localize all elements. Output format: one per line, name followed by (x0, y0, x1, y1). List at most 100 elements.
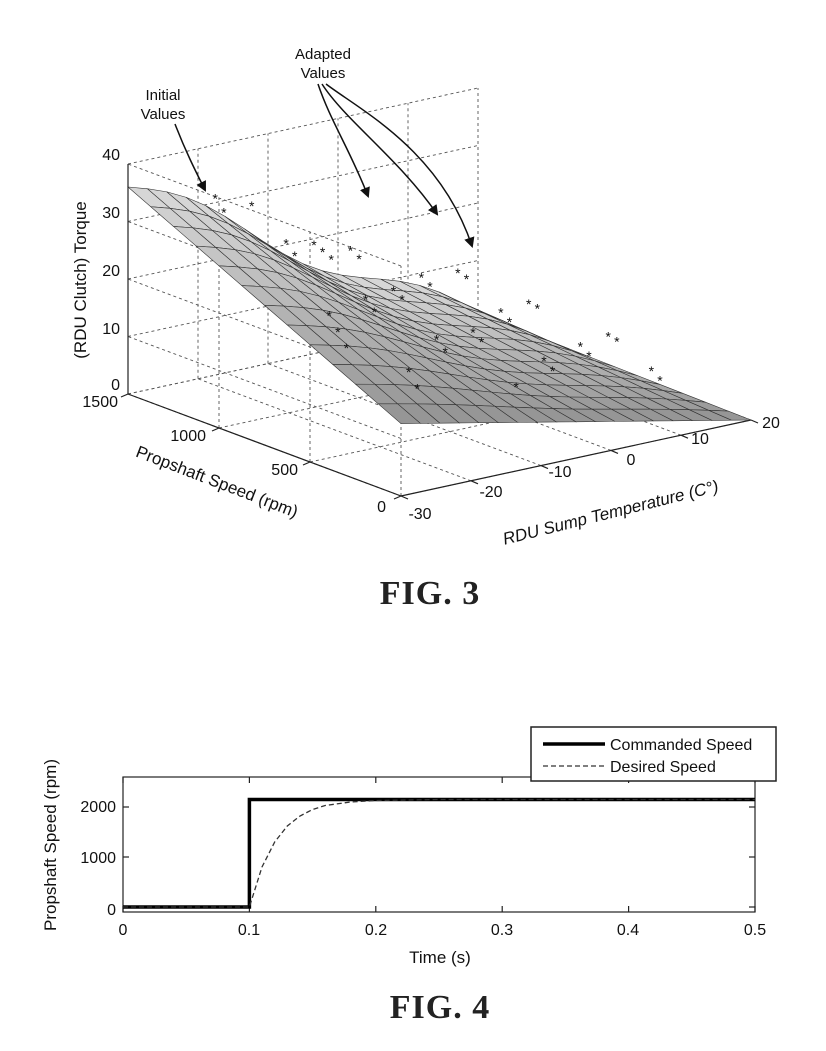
scatter-marker: * (419, 269, 425, 285)
legend-label-commanded: Commanded Speed (610, 737, 752, 754)
scatter-marker: * (464, 271, 470, 287)
scatter-marker: * (470, 325, 476, 341)
z-axis-label: (RDU Clutch) Torque (71, 201, 90, 358)
scatter-marker: * (535, 300, 541, 316)
scatter-marker: * (415, 380, 421, 396)
scatter-marker: * (372, 304, 378, 320)
x-tick-label: -30 (408, 506, 431, 523)
y-tick-label: 500 (271, 462, 298, 479)
scatter-marker: * (212, 190, 218, 206)
x-axis-label: RDU Sump Temperature (C°) (501, 477, 721, 549)
scatter-marker: * (513, 379, 519, 395)
annotation-initial-line2: Values (141, 106, 186, 123)
y-tick-label: 1000 (80, 850, 116, 867)
x-tick-label: -10 (548, 464, 571, 481)
fig4-ticks (122, 777, 756, 912)
scatter-marker: * (335, 324, 341, 340)
fig4-chart: 0 1000 2000 0 0.1 0.2 0.3 0.4 0.5 Time (… (41, 726, 777, 967)
scatter-marker: * (434, 331, 440, 347)
fig3-chart: ****************************************… (71, 46, 780, 549)
legend: Commanded Speed Desired Speed (530, 726, 777, 782)
annotation-initial-line1: Initial (145, 87, 180, 104)
y-axis-label: Propshaft Speed (rpm) (41, 759, 60, 931)
axis-line (400, 419, 752, 497)
fig3-scatter-markers: **************************************** (212, 190, 663, 396)
scatter-marker: * (406, 364, 412, 380)
x-tick-label: 0.2 (365, 922, 387, 939)
scatter-marker: * (311, 237, 317, 253)
scatter-marker: * (283, 236, 289, 252)
tick-mark (211, 427, 220, 432)
y-tick-label: 0 (377, 499, 386, 516)
scatter-marker: * (427, 279, 433, 295)
tick-mark (393, 495, 402, 500)
axis-line (127, 393, 402, 497)
z-tick-label: 30 (102, 205, 120, 222)
x-tick-label: 0.1 (238, 922, 260, 939)
x-tick-label: 0 (627, 452, 636, 469)
scatter-marker: * (320, 244, 326, 260)
legend-label-desired: Desired Speed (610, 759, 716, 776)
scatter-marker: * (498, 304, 504, 320)
y-tick-label: 2000 (80, 799, 116, 816)
annotation-arrow (174, 123, 206, 192)
x-tick-label: 20 (762, 415, 780, 432)
z-tick-label: 40 (102, 147, 120, 164)
scatter-marker: * (348, 243, 354, 259)
grid-line (127, 163, 402, 267)
scatter-marker: * (479, 334, 485, 350)
fig4-plot-area (122, 776, 756, 913)
grid-line (127, 336, 402, 439)
tick-mark (120, 393, 129, 398)
x-axis-label: Time (s) (409, 948, 471, 967)
scatter-marker: * (526, 296, 532, 312)
annotation-arrow (321, 83, 439, 216)
y-tick-label: 1500 (82, 394, 118, 411)
x-tick-label: 0.5 (744, 922, 766, 939)
y-tick-label: 1000 (170, 428, 206, 445)
tick-mark (610, 449, 619, 454)
z-tick-label: 10 (102, 321, 120, 338)
tick-mark (400, 495, 409, 500)
fig3-caption: FIG. 3 (380, 575, 480, 612)
scatter-marker: * (507, 314, 513, 330)
tick-mark (470, 480, 479, 485)
scatter-marker: * (541, 353, 547, 369)
legend-box (530, 726, 777, 782)
scatter-marker: * (399, 291, 405, 307)
z-tick-label: 20 (102, 263, 120, 280)
scatter-marker: * (328, 251, 334, 267)
fig3-surface (127, 186, 752, 424)
x-tick-label: 0 (119, 922, 128, 939)
scatter-marker: * (442, 344, 448, 360)
scatter-marker: * (578, 339, 584, 355)
scatter-marker: * (455, 265, 461, 281)
scatter-marker: * (221, 204, 227, 220)
scatter-marker: * (606, 328, 612, 344)
tick-mark (302, 461, 311, 466)
scatter-marker: * (292, 248, 298, 264)
scatter-marker: * (363, 291, 369, 307)
scatter-marker: * (649, 363, 655, 379)
scatter-marker: * (614, 333, 620, 349)
x-tick-label: 0.3 (491, 922, 513, 939)
tick-mark (750, 419, 759, 424)
x-tick-label: 10 (691, 431, 709, 448)
scatter-marker: * (586, 348, 592, 364)
y-axis-label: Propshaft Speed (rpm) (133, 442, 300, 521)
scatter-marker: * (356, 251, 362, 267)
series-desired-speed (123, 798, 755, 908)
grid-line (197, 378, 472, 482)
scatter-marker: * (344, 340, 350, 356)
scatter-marker: * (249, 198, 255, 214)
surface-patch (708, 410, 752, 421)
tick-mark (540, 465, 549, 470)
fig3-annotation-arrows (174, 83, 475, 248)
fig4-series (123, 797, 755, 909)
x-tick-label: 0.4 (617, 922, 639, 939)
scatter-marker: * (550, 363, 556, 379)
scatter-marker: * (326, 308, 332, 324)
z-tick-label: 0 (111, 377, 120, 394)
annotation-arrow (317, 83, 370, 198)
